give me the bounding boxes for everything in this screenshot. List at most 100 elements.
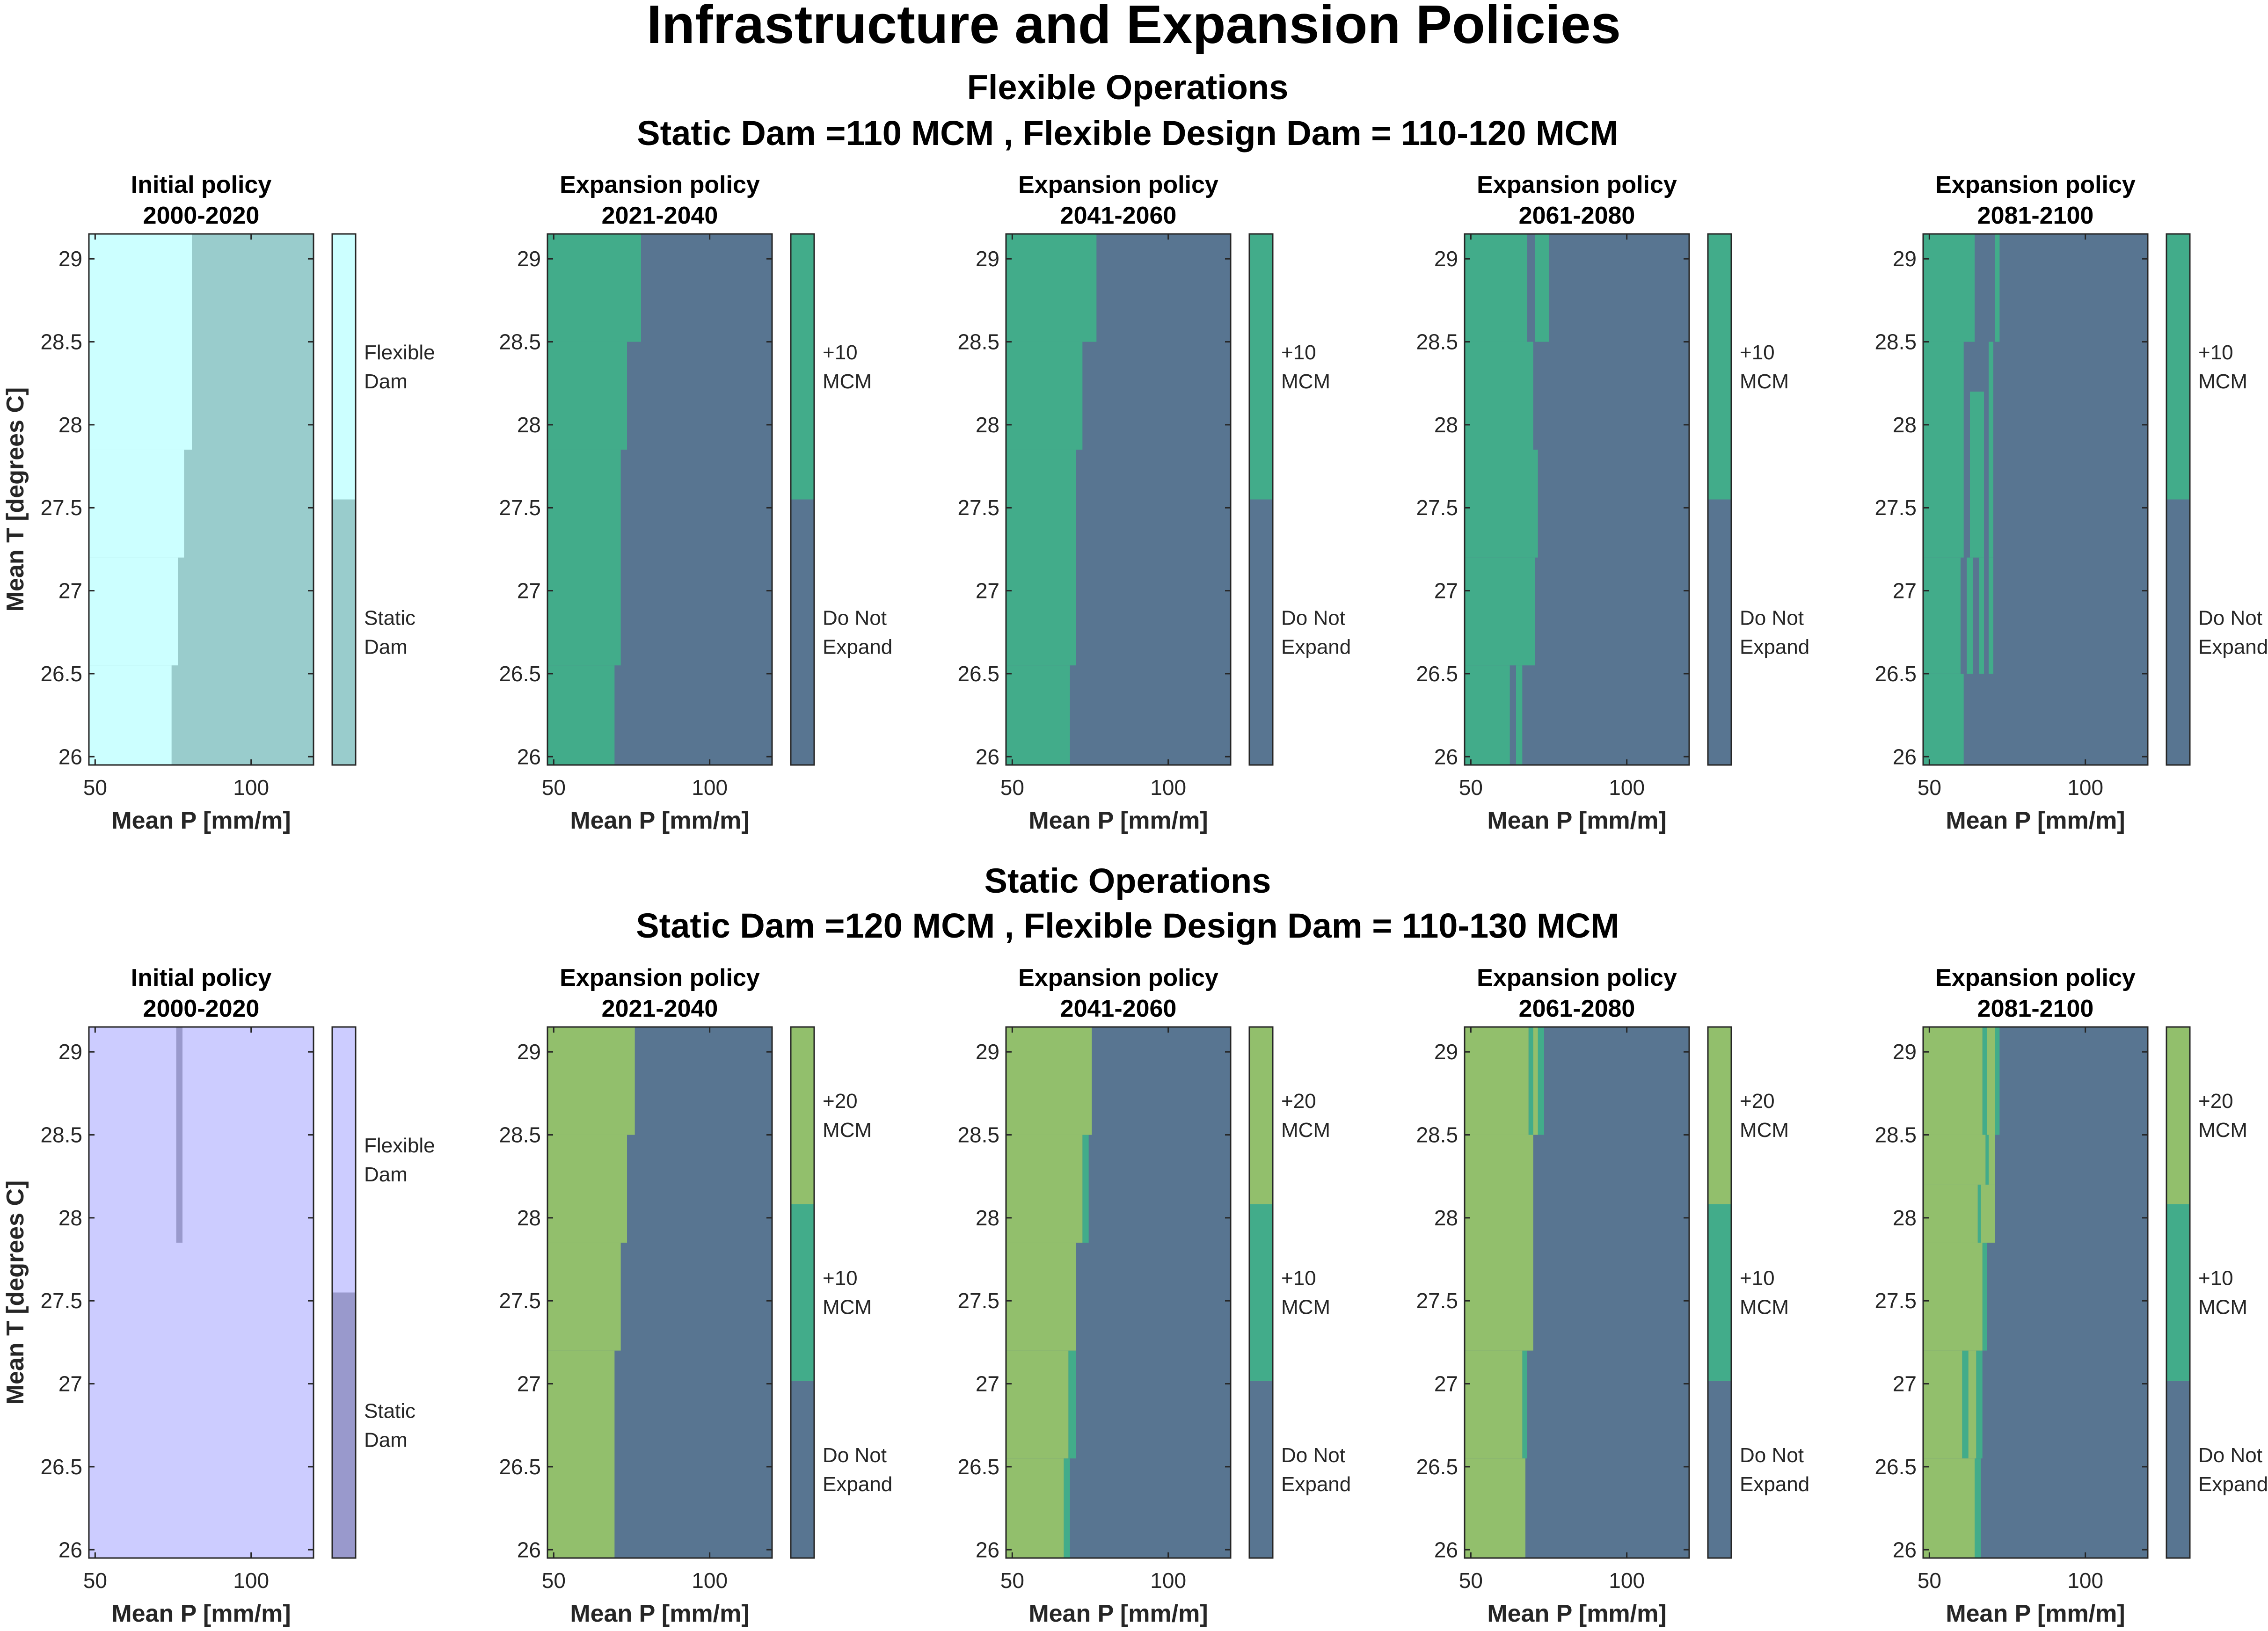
- panel-1-5-xtick-label: 100: [2067, 775, 2103, 800]
- panel-2-4-cell-0-2: [1538, 1027, 1544, 1135]
- panel-2-4-cell-1-1: [1465, 1350, 1523, 1459]
- panel-2-1-cell-0-0: [176, 1027, 182, 1243]
- panel-2-5-colorbar-label: +10 MCM: [2198, 1267, 2247, 1319]
- panel-2-3-title: Expansion policy: [1018, 964, 1218, 991]
- panel-2-4-colorbar-swatch: [1708, 1204, 1731, 1381]
- panel-1-1-title: Initial policy: [131, 171, 272, 198]
- panel-2-2-colorbar-swatch: [791, 1027, 814, 1204]
- panel-2-2-cell-0-1: [547, 1243, 621, 1351]
- panel-1-2-colorbar-label: Do Not Expand: [823, 606, 892, 658]
- panel-1-3-colorbar-label-line: Expand: [1281, 635, 1351, 658]
- panel-2-4-cell-1-3: [1465, 1027, 1529, 1135]
- panel-1-5-colorbar-swatch: [2166, 234, 2190, 500]
- panel-2-4-xlabel: Mean P [mm/m]: [1487, 1600, 1666, 1627]
- panel-1-4-cell-0-5: [1465, 234, 1527, 342]
- panel-2-5-cell-0-2: [1976, 1350, 1983, 1459]
- panel-2-4-colorbar-label-line: +10: [1740, 1267, 1775, 1290]
- panel-1-2-title: Expansion policy: [560, 171, 760, 198]
- panel-2-4: Expansion policy 2061-2080 26 26.5 27 27.5 28 2…: [1416, 964, 1809, 1627]
- panel-1-4-colorbar-label: +10 MCM: [1740, 341, 1789, 393]
- panel-1-3-cell-0-1: [1006, 450, 1076, 666]
- panel-2-3-cell-0-1: [1068, 1350, 1076, 1459]
- panel-1-1-colorbar-label: Static Dam: [364, 606, 416, 658]
- panel-2-2-cell-0-3: [547, 1027, 635, 1135]
- panel-1-2-frame: [547, 233, 773, 766]
- panel-2-4-cell-1-2: [1465, 1135, 1533, 1351]
- panel-2-5-colorbar-label-line: Expand: [2198, 1473, 2268, 1496]
- panel-1-5-cell-0-0: [1923, 673, 1964, 765]
- panel-1-5-colorbar-label: +10 MCM: [2198, 341, 2247, 393]
- panel-1-5-colorbar-swatch: [2166, 499, 2190, 765]
- panel-2-5-colorbar-label: Do Not Expand: [2198, 1444, 2268, 1496]
- panel-2-1-period: 2000-2020: [143, 995, 260, 1022]
- panel-1-5-frame: [1922, 233, 2149, 766]
- panel-1-1-xlabel: Mean P [mm/m]: [111, 807, 291, 834]
- section-1-subtitle: Static Dam =110 MCM , Flexible Design Da…: [637, 114, 1618, 153]
- panel-2-4-ytick-label: 26.5: [1416, 1455, 1458, 1479]
- panel-2-4-cell-0-0: [1522, 1350, 1527, 1459]
- panel-1-3-ytick-label: 28.5: [957, 330, 999, 354]
- panel-2-4-xtick-label: 100: [1609, 1568, 1645, 1593]
- panel-2-5-ytick-label: 28: [1893, 1206, 1917, 1230]
- panel-2-5-xlabel: Mean P [mm/m]: [1946, 1600, 2125, 1627]
- panel-1-1-cell-0-0: [89, 665, 172, 765]
- panel-1-1-colorbar-label-line: Dam: [364, 370, 408, 393]
- panel-2-3-period: 2041-2060: [1060, 995, 1177, 1022]
- panel-1-5-cell-0-9: [1995, 234, 2000, 342]
- panel-2-3-colorbar-label: Do Not Expand: [1281, 1444, 1351, 1496]
- panel-2-2-colorbar-label-line: MCM: [823, 1296, 872, 1319]
- panel-2-3-ytick-label: 29: [976, 1040, 999, 1064]
- panel-1-3-colorbar-swatch: [1249, 234, 1273, 500]
- panel-1-1-colorbar-swatch: [332, 499, 356, 765]
- panel-1-5-cell-0-4: [1989, 557, 1993, 674]
- panel-1-5-ytick-label: 28: [1893, 413, 1917, 437]
- panel-1-4-ytick-label: 27.5: [1416, 495, 1458, 520]
- panel-2-5-cell-0-0: [1975, 1458, 1981, 1558]
- panel-2-2-ytick-label: 28.5: [499, 1123, 541, 1147]
- panel-2-3-cell-1-4: [1006, 1027, 1092, 1135]
- panel-2-4-colorbar-label-line: Expand: [1740, 1473, 1809, 1496]
- panel-2-5-frame: [1922, 1026, 2149, 1559]
- panel-1-2-colorbar-frame: [790, 233, 815, 766]
- panel-2-4-colorbar-frame: [1707, 1026, 1732, 1559]
- panel-2-4-ytick-label: 28: [1434, 1206, 1458, 1230]
- figure-title: Infrastructure and Expansion Policies: [647, 0, 1621, 55]
- panel-2-3-colorbar-swatch: [1249, 1027, 1273, 1204]
- panel-1-2-xtick-label: 50: [542, 775, 566, 800]
- panel-1-4-xlabel: Mean P [mm/m]: [1487, 807, 1666, 834]
- panel-2-3-ytick-label: 27: [976, 1372, 999, 1396]
- panel-1-2-ytick-label: 29: [517, 247, 541, 271]
- panel-1-3-cell-0-0: [1006, 665, 1070, 765]
- panel-1-1-colorbar-swatch: [332, 234, 356, 500]
- panel-2-4-ytick-label: 27.5: [1416, 1289, 1458, 1313]
- panel-2-2-xtick-label: 50: [542, 1568, 566, 1593]
- panel-2-2-colorbar-label: +10 MCM: [823, 1267, 872, 1319]
- panel-2-2-colorbar-label-line: Expand: [823, 1473, 892, 1496]
- panel-1-4-ytick-label: 26.5: [1416, 662, 1458, 686]
- panel-1-1-period: 2000-2020: [143, 202, 260, 229]
- panel-1-5-colorbar-label: Do Not Expand: [2198, 606, 2268, 658]
- panel-1-1-ytick-label: 28: [58, 413, 82, 437]
- panel-1-3-xtick-label: 50: [1000, 775, 1024, 800]
- panel-1-1-colorbar-label-line: Dam: [364, 635, 408, 658]
- panel-2-1-ytick-label: 26.5: [40, 1455, 82, 1479]
- panel-2-5-cell-1-2: [1968, 1350, 1976, 1459]
- panel-2-3-ytick-label: 27.5: [957, 1289, 999, 1313]
- panel-2-2-xtick-label: 100: [692, 1568, 728, 1593]
- panel-1-2-cell-0-0: [547, 665, 615, 765]
- panel-2-1-xtick-label: 100: [233, 1568, 269, 1593]
- panel-2-4-colorbar-label: +10 MCM: [1740, 1267, 1789, 1319]
- panel-1-3-colorbar-swatch: [1249, 499, 1273, 765]
- panel-1-1-cell-0-2: [89, 450, 184, 558]
- panel-1-5-colorbar-label-line: Do Not: [2198, 606, 2262, 629]
- panel-2-5-cell-0-6: [1982, 1027, 1987, 1135]
- panel-2-4-cell-1-4: [1533, 1027, 1538, 1135]
- panel-2-3-colorbar-label-line: Do Not: [1281, 1444, 1345, 1467]
- panel-1-5-ytick-label: 27.5: [1874, 495, 1917, 520]
- panel-2-1: Initial policy 2000-2020 26 26.5 27 27.5 28 28.…: [2, 964, 435, 1627]
- panel-2-2-ytick-label: 27: [517, 1372, 541, 1396]
- panel-1-4-title: Expansion policy: [1477, 171, 1677, 198]
- panel-2-5-colorbar-label-line: Do Not: [2198, 1444, 2262, 1467]
- panel-2-2-colorbar-frame: [790, 1026, 815, 1559]
- panel-2-5-cell-1-7: [1989, 1135, 1995, 1185]
